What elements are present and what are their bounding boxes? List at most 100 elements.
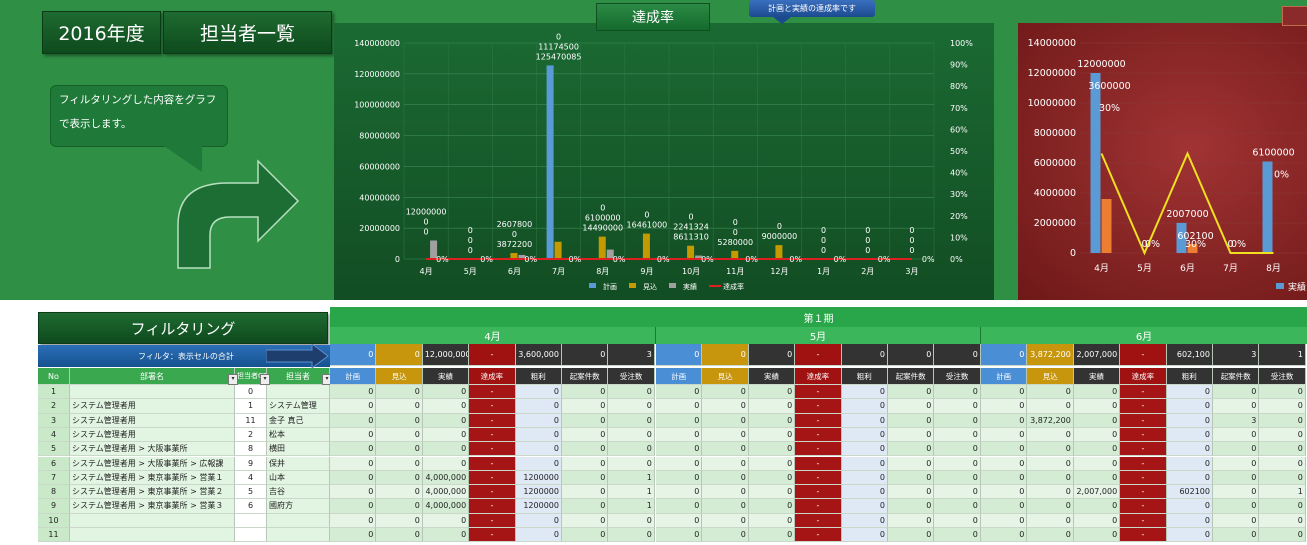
grid-cell: 0 — [562, 528, 609, 543]
grid-cell: - — [469, 442, 516, 457]
grid-cell: - — [795, 513, 842, 528]
year-button[interactable]: 2016年度 — [42, 11, 161, 54]
total-cell: 3 — [1213, 344, 1260, 366]
grid-cell: 0 — [702, 427, 749, 443]
total-cell: 0 — [888, 344, 935, 366]
chart-title-text: 達成率 — [632, 10, 674, 26]
row-name — [267, 528, 330, 543]
total-cell: 2,007,000 — [1073, 344, 1121, 366]
grid-cell: 0 — [562, 485, 609, 500]
grid-cell: 0 — [330, 442, 377, 457]
row-dept — [70, 385, 235, 400]
grid-cell: 0 — [656, 385, 703, 400]
grid-cell: 0 — [656, 499, 703, 514]
grid-cell: 0 — [1259, 399, 1306, 414]
total-cell: 0 — [562, 344, 609, 366]
filtering-label: フィルタリング — [130, 319, 236, 338]
filtering-button[interactable]: フィルタリング — [38, 312, 328, 344]
filter-dropdown-icon[interactable]: ▾ — [260, 374, 270, 385]
grid-cell: 0 — [376, 385, 423, 400]
grid-cell: 1 — [608, 499, 655, 514]
col-header-name: 担当者 — [267, 368, 330, 385]
grid-cell: - — [795, 456, 842, 471]
x-tick-label: 7月 — [1223, 263, 1238, 274]
data-label: 0 — [556, 32, 561, 41]
grid-cell: - — [795, 442, 842, 457]
grid-cell: - — [1120, 499, 1167, 514]
row-no: 6 — [38, 456, 70, 471]
grid-cell: 0 — [1213, 442, 1260, 457]
grid-cell: 0 — [1073, 442, 1121, 457]
month-label: 5月 — [809, 332, 827, 343]
grid-cell: 0 — [330, 456, 377, 471]
data-label: 6100000 — [1252, 148, 1294, 159]
grid-cell: 0 — [376, 413, 423, 428]
data-label: 0 — [512, 230, 517, 239]
data-label: 0 — [777, 222, 782, 231]
grid-cell: 0 — [515, 456, 562, 471]
col-header-metric: 受注数 — [1259, 368, 1306, 385]
grid-cell: 0 — [702, 470, 749, 486]
filter-dropdown-icon[interactable]: ▾ — [228, 374, 238, 385]
row-name — [267, 385, 330, 400]
grid-cell: 4,000,000 — [422, 499, 470, 514]
legend-swatch — [669, 283, 676, 288]
month-label: 6月 — [1135, 332, 1153, 343]
month-header-june: 6月 — [981, 327, 1307, 344]
staff-list-button[interactable]: 担当者一覧 — [163, 11, 332, 54]
bar-見込 — [554, 241, 562, 259]
grid-cell: - — [1120, 413, 1167, 428]
grid-cell: 0 — [934, 427, 981, 443]
pct-label: 0% — [524, 255, 537, 264]
data-label: 0 — [644, 211, 649, 220]
grid-cell: 0 — [1259, 456, 1306, 471]
data-label: 3872200 — [497, 240, 533, 249]
data-label: 30% — [1099, 103, 1120, 114]
data-label: 602100 — [1177, 231, 1213, 242]
row-name — [267, 513, 330, 528]
legend-swatch — [629, 283, 636, 288]
row-dept: システム管理者用 — [70, 399, 235, 414]
legend-label: 実績 — [1288, 281, 1306, 293]
row-dept: システム管理者用 > 大阪事業所 > 広報課 — [70, 456, 235, 471]
bar-見込 — [510, 253, 518, 259]
grid-cell: 0 — [1027, 528, 1074, 543]
grid-cell: 0 — [1166, 470, 1213, 486]
row-name: 吉谷 — [267, 485, 330, 500]
grid-cell: 0 — [1213, 456, 1260, 471]
grid-cell: - — [1120, 399, 1167, 414]
grid-cell: 0 — [702, 499, 749, 514]
grid-cell: 1 — [1259, 485, 1306, 500]
grid-cell: 0 — [1027, 442, 1074, 457]
data-label: 125470085 — [536, 52, 582, 61]
grid-cell: - — [469, 528, 516, 543]
grid-cell: 0 — [888, 513, 935, 528]
grid-cell: 0 — [330, 470, 377, 486]
grid-cell: 0 — [330, 427, 377, 443]
col-header-metric: 粗利 — [515, 368, 562, 385]
col-header-metric: 見込 — [702, 368, 749, 385]
grid-cell: 0 — [515, 413, 562, 428]
grid-cell: 0 — [748, 456, 796, 471]
bubble-line-2: で表示します。 — [59, 118, 132, 130]
grid-cell: 0 — [376, 513, 423, 528]
x-tick-label: 12月 — [770, 267, 788, 276]
total-cell: 0 — [748, 344, 796, 366]
grid-cell: 0 — [515, 513, 562, 528]
data-label: 0 — [821, 226, 826, 235]
y2-tick-label: 60% — [950, 125, 968, 134]
x-tick-label: 5月 — [1137, 263, 1152, 274]
x-tick-label: 1月 — [817, 267, 830, 276]
grid-cell: 0 — [376, 485, 423, 500]
grid-cell: - — [469, 513, 516, 528]
grid-cell: 0 — [841, 413, 888, 428]
total-cell: 0 — [934, 344, 981, 366]
y-tick-label: 14000000 — [1028, 38, 1076, 49]
bar-実績 — [430, 240, 438, 259]
grid-cell: 0 — [981, 528, 1028, 543]
grid-cell: 0 — [422, 528, 470, 543]
total-cell: 0 — [841, 344, 888, 366]
grid-cell: 0 — [1259, 442, 1306, 457]
x-tick-label: 8月 — [1266, 263, 1281, 274]
total-cell: - — [1120, 344, 1167, 366]
